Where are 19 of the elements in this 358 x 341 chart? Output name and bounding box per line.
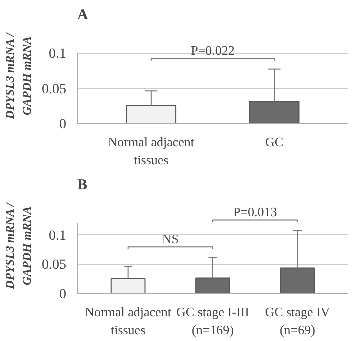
y-tick-label: 0.1 [49, 228, 66, 244]
y-axis-title: DPYSL3 mRNA / GAPDH mRNA [3, 202, 34, 290]
annotation: NS [162, 232, 179, 247]
y-tick-label: 0 [60, 288, 66, 302]
x-tick-label: GC [266, 134, 284, 150]
chart-title: A [78, 8, 88, 24]
x-tick-label: Normal adjacent tissues [108, 134, 195, 168]
annotation: P=0.022 [191, 43, 235, 58]
y-tick-label: 0.05 [42, 82, 66, 98]
y-tick-label: 0 [60, 118, 66, 132]
x-tick-label: Normal adjacent tissues [85, 304, 172, 338]
y-tick-label: 0.1 [49, 47, 66, 62]
x-tick-label: GC stage IV (n=69) [265, 304, 331, 338]
y-axis-title: DPYSL3 mRNA / GAPDH mRNA [3, 32, 34, 120]
y-tick-label: 0.05 [42, 258, 66, 274]
x-tick-label: GC stage I-III (n=169) [176, 304, 250, 338]
text: P=0.013 [233, 204, 278, 220]
chart-title: B [78, 178, 88, 194]
bar [110, 278, 146, 294]
